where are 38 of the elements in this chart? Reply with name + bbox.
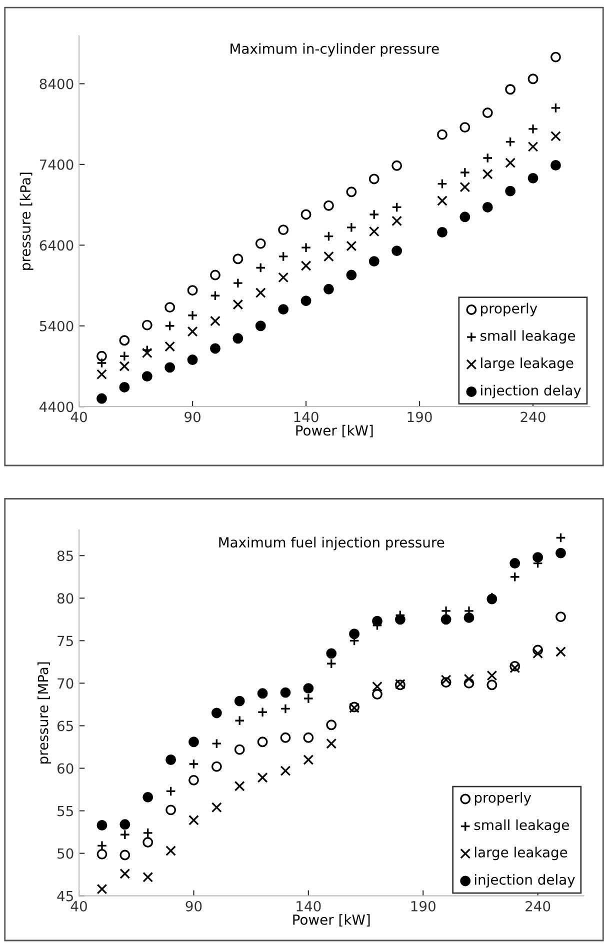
x-tick-label: 90 (186, 900, 202, 912)
y-tick-label: 75 (58, 636, 73, 646)
chart-title: Maximum fuel injection pressure (219, 536, 444, 550)
x-axis-title: Power [kW] (293, 914, 370, 927)
y-axis-title: pressure [kPa] (20, 172, 34, 270)
x-tick-label: 90 (184, 412, 200, 422)
legend-label: small leakage (474, 819, 569, 833)
x-tick-label: 40 (70, 412, 87, 422)
y-tick-label: 7400 (40, 159, 74, 170)
x-tick-label: 140 (296, 900, 321, 912)
y-tick-label: 45 (57, 891, 73, 902)
y-tick-label: 8400 (40, 78, 74, 90)
y-tick-label: 85 (57, 550, 73, 562)
x-tick-label: 40 (70, 900, 87, 912)
legend-label: large leakage (474, 846, 568, 860)
y-tick-label: 60 (57, 763, 74, 774)
y-tick-label: 4400 (40, 402, 74, 412)
y-tick-label: 65 (57, 720, 73, 732)
legend-label: small leakage (480, 330, 576, 344)
legend-label: injection delay (474, 874, 575, 888)
x-tick-label: 240 (520, 412, 546, 422)
y-axis-title: pressure [MPa] (38, 662, 51, 764)
legend-label: injection delay (481, 384, 582, 398)
chart-title: Maximum in-cylinder pressure (230, 43, 439, 57)
x-tick-label: 140 (294, 412, 318, 422)
x-tick-label: 190 (411, 900, 436, 912)
y-tick-label: 50 (58, 848, 74, 859)
legend-label: large leakage (481, 357, 574, 371)
x-tick-label: 190 (408, 412, 432, 422)
x-axis-title: Power [kW] (296, 424, 373, 438)
legend-label: properly (481, 302, 538, 316)
y-tick-label: 55 (58, 806, 73, 816)
y-tick-label: 6400 (40, 240, 74, 251)
y-tick-label: 5400 (40, 320, 74, 332)
y-tick-label: 80 (57, 593, 74, 604)
y-tick-label: 70 (58, 678, 74, 689)
legend-label: properly (474, 792, 532, 806)
x-tick-label: 240 (526, 900, 550, 912)
